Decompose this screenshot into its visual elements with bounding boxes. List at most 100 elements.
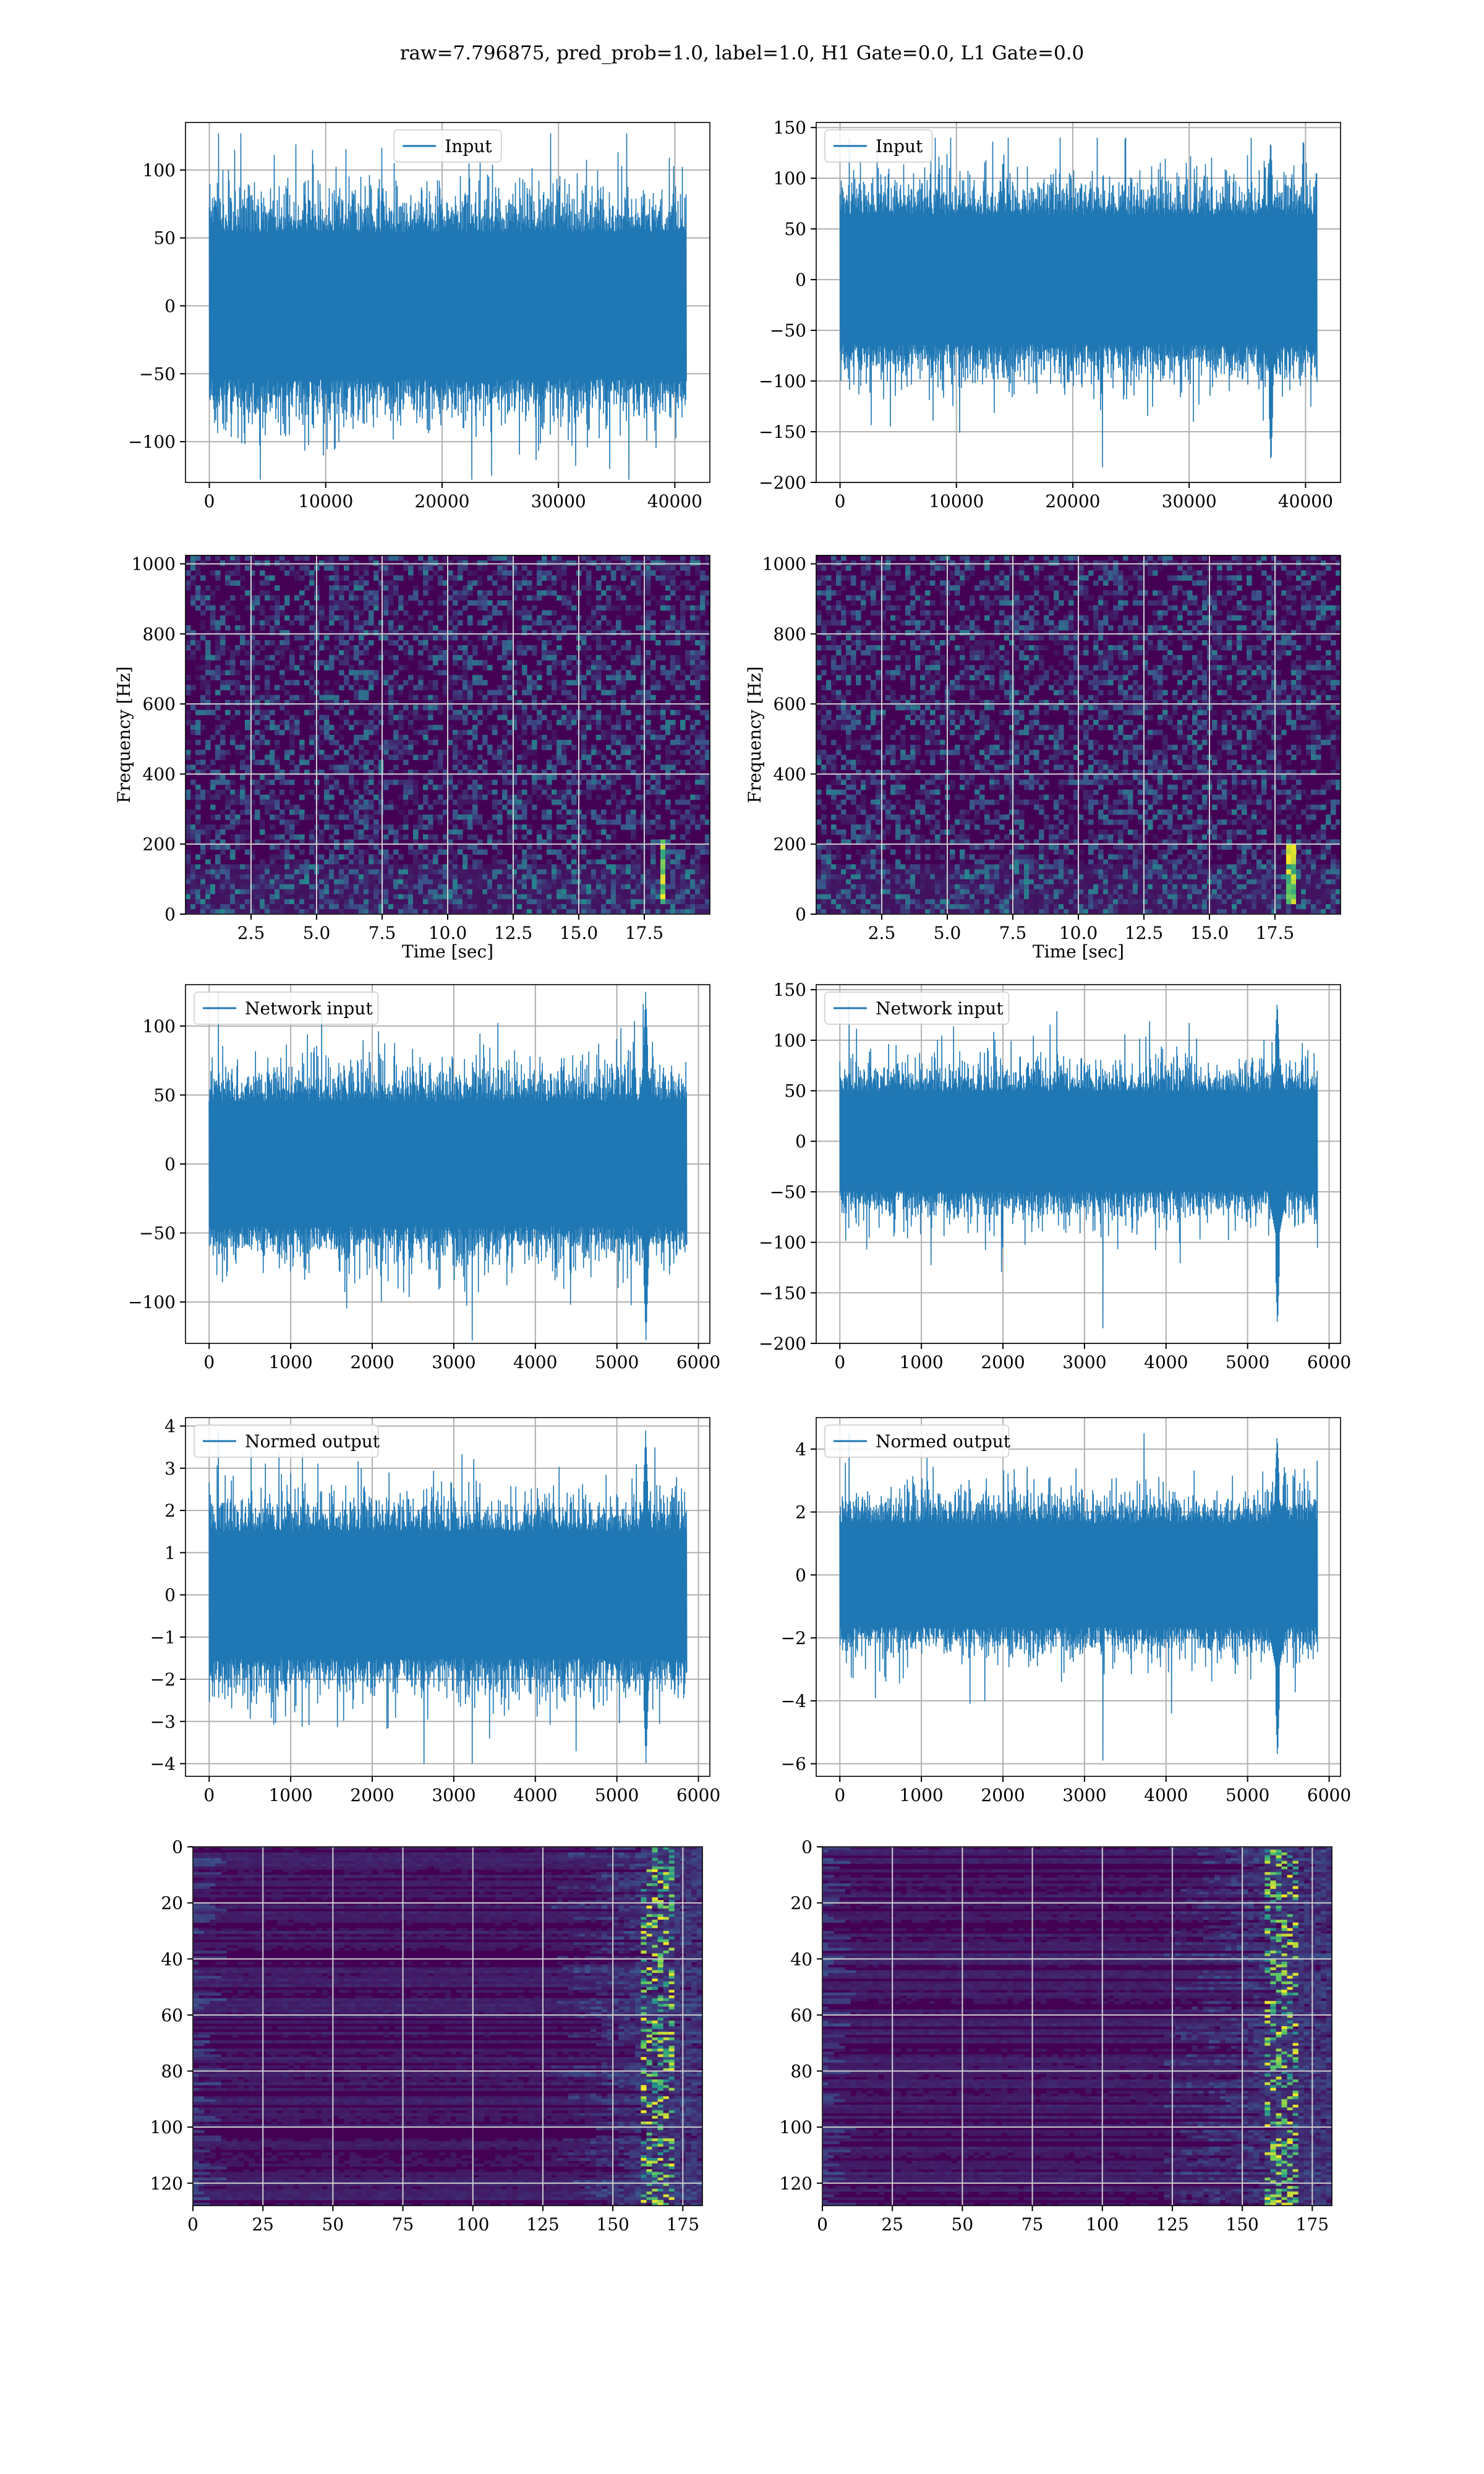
heatmap-cell [665, 844, 671, 850]
heatmap-cell [586, 575, 592, 581]
heatmap-cell [497, 849, 503, 855]
heatmap-cell [497, 655, 503, 661]
heatmap-cell [636, 880, 641, 885]
heatmap-cell [428, 710, 433, 716]
heatmap-cell [448, 645, 453, 651]
heatmap-cell [329, 690, 335, 696]
heatmap-cell [695, 750, 701, 755]
heatmap-cell [650, 735, 656, 740]
heatmap-cell [571, 655, 577, 661]
heatmap-cell [230, 834, 236, 840]
heatmap-cell [552, 625, 557, 631]
heatmap-cell [339, 864, 344, 870]
heatmap-cell [472, 800, 478, 805]
heatmap-cell [418, 755, 424, 760]
heatmap-cell [200, 884, 206, 890]
heatmap-cell [403, 795, 409, 800]
heatmap-cell [537, 715, 542, 721]
heatmap-cell [344, 655, 349, 661]
heatmap-cell [616, 720, 621, 726]
heatmap-cell [260, 560, 265, 566]
heatmap-cell [265, 575, 270, 581]
heatmap-cell [200, 725, 206, 730]
heatmap-cell [270, 834, 275, 840]
heatmap-cell [537, 635, 542, 641]
heatmap-cell [393, 575, 399, 581]
heatmap-cell [190, 705, 196, 711]
heatmap-cell [339, 715, 344, 721]
heatmap-cell [467, 834, 473, 840]
heatmap-cell [482, 680, 488, 685]
heatmap-cell [527, 829, 532, 835]
heatmap-cell [537, 595, 542, 601]
heatmap-cell [453, 815, 458, 820]
heatmap-cell [344, 884, 349, 890]
heatmap-cell [186, 795, 191, 800]
heatmap-cell [265, 740, 270, 745]
heatmap-cell [453, 680, 458, 685]
heatmap-cell [552, 575, 557, 581]
heatmap-cell [408, 645, 414, 651]
heatmap-cell [552, 870, 557, 875]
heatmap-cell [190, 829, 196, 835]
heatmap-cell [492, 790, 498, 795]
heatmap-cell [215, 889, 221, 895]
heatmap-cell [329, 854, 335, 860]
heatmap-cell [636, 844, 641, 850]
heatmap-cell [284, 710, 290, 716]
heatmap-cell [428, 655, 433, 661]
heatmap-cell [680, 610, 686, 616]
heatmap-cell [596, 795, 602, 800]
heatmap-cell [354, 580, 359, 586]
heatmap-cell [195, 880, 201, 885]
heatmap-cell [215, 745, 221, 750]
heatmap-cell [586, 630, 592, 636]
heatmap-cell [601, 665, 607, 670]
heatmap-cell [393, 780, 399, 785]
heatmap-cell [690, 560, 696, 566]
heatmap-cell [571, 715, 577, 721]
heatmap-cell [626, 630, 631, 636]
heatmap-cell [690, 705, 696, 711]
heatmap-cell [547, 864, 552, 870]
heatmap-cell [636, 774, 641, 780]
heatmap-cell [408, 615, 414, 621]
heatmap-cell [205, 660, 211, 666]
heatmap-cell [279, 675, 285, 680]
heatmap-cell [670, 785, 676, 790]
heatmap-cell [680, 880, 686, 885]
heatmap-cell [230, 606, 236, 611]
heatmap-cell [685, 606, 691, 611]
heatmap-cell [660, 580, 666, 586]
heatmap-cell [398, 595, 404, 601]
heatmap-cell [497, 820, 503, 825]
heatmap-cell [398, 795, 404, 800]
heatmap-cell [408, 785, 414, 790]
heatmap-cell [665, 805, 671, 810]
heatmap-cell [299, 670, 305, 675]
x-tick-label: 20000 [414, 491, 469, 511]
heatmap-cell [571, 810, 577, 815]
heatmap-cell [230, 849, 236, 855]
heatmap-cell [324, 575, 330, 581]
heatmap-cell [586, 665, 592, 670]
heatmap-cell [621, 570, 626, 576]
heatmap-cell [611, 790, 616, 795]
heatmap-cell [195, 590, 201, 596]
heatmap-cell [403, 820, 409, 825]
heatmap-cell [265, 889, 270, 895]
heatmap-cell [665, 565, 671, 571]
heatmap-cell [561, 870, 567, 875]
heatmap-cell [344, 880, 349, 885]
heatmap-cell [378, 665, 384, 670]
heatmap-cell [186, 880, 191, 885]
heatmap-cell [646, 880, 651, 885]
heatmap-cell [275, 730, 280, 735]
heatmap-cell [205, 884, 211, 890]
heatmap-cell [289, 730, 295, 735]
heatmap-cell [700, 745, 706, 750]
heatmap-cell [641, 590, 646, 596]
heatmap-cell [650, 710, 656, 716]
heatmap-cell [561, 630, 567, 636]
